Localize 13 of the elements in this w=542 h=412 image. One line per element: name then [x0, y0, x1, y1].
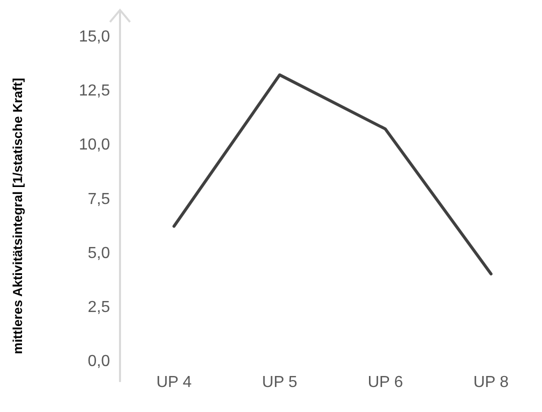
x-tick-label: UP 4 — [156, 374, 192, 391]
y-tick-label: 15,0 — [78, 28, 110, 46]
y-tick-label: 5,0 — [88, 244, 110, 262]
y-axis-title: mittleres Aktivitätsintegral [1/statische Kraft] — [10, 78, 25, 354]
y-tick-label: 2,5 — [88, 298, 110, 316]
x-tick-label: UP 8 — [473, 374, 509, 391]
line-series — [172, 73, 492, 276]
x-tick-label: UP 6 — [368, 374, 404, 391]
y-tick-label: 12,5 — [78, 82, 110, 100]
x-tick-label: UP 5 — [262, 374, 298, 391]
y-tick-label: 0,0 — [88, 352, 110, 370]
y-tick-label: 7,5 — [88, 190, 110, 208]
y-tick-label: 10,0 — [78, 136, 110, 154]
